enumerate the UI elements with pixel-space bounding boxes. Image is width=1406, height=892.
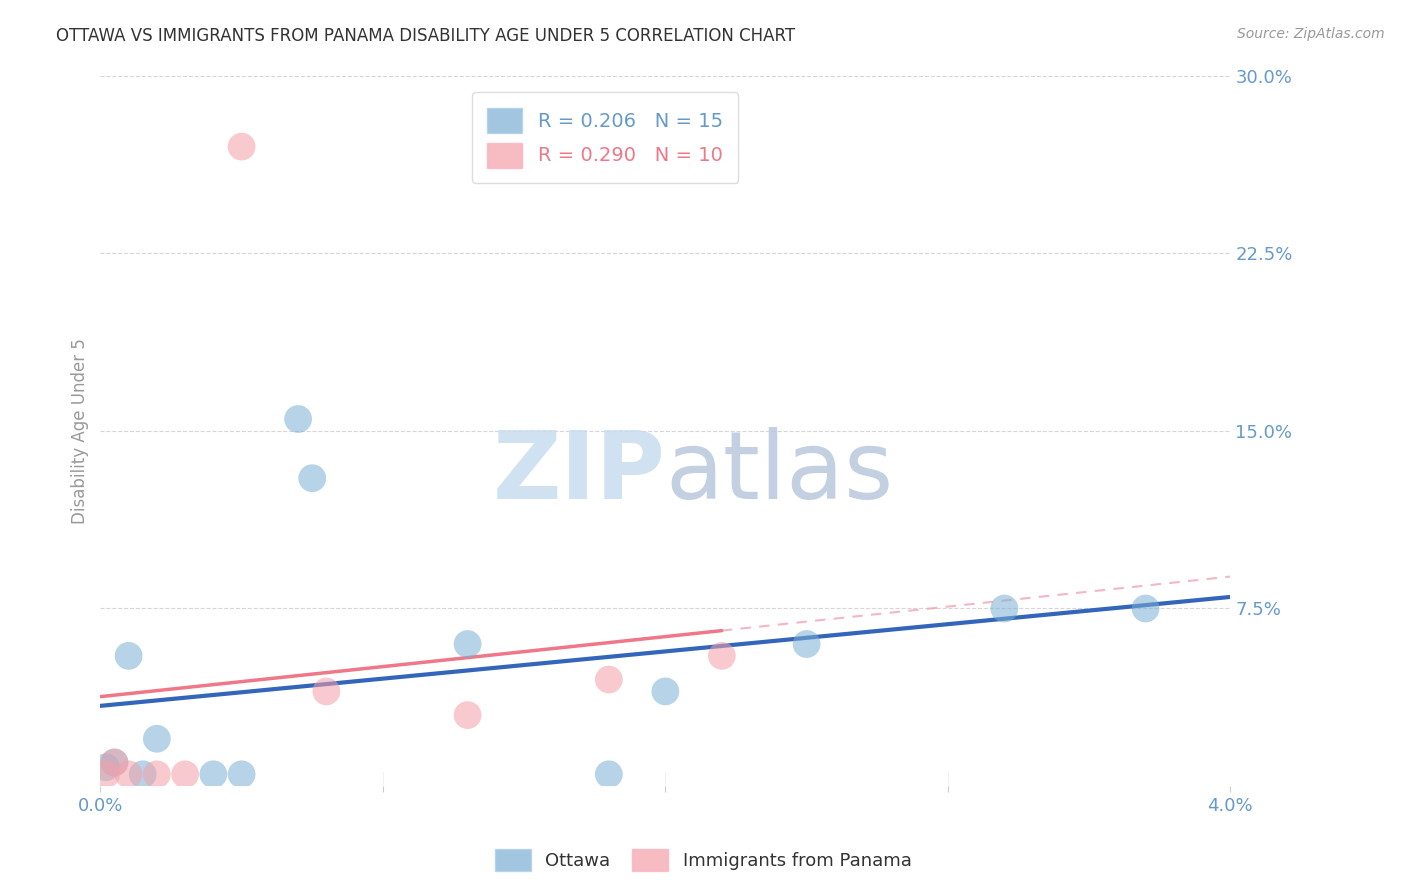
Point — [457, 708, 479, 723]
Point — [146, 731, 169, 746]
Point — [103, 756, 125, 770]
Point — [94, 760, 117, 774]
Point — [796, 637, 818, 651]
Point — [231, 139, 253, 153]
Point — [315, 684, 337, 698]
Point — [598, 767, 620, 781]
Text: Source: ZipAtlas.com: Source: ZipAtlas.com — [1237, 27, 1385, 41]
Point — [132, 767, 155, 781]
Point — [117, 648, 139, 663]
Point — [598, 673, 620, 687]
Point — [993, 601, 1015, 615]
Point — [301, 471, 323, 485]
Point — [654, 684, 676, 698]
Text: OTTAWA VS IMMIGRANTS FROM PANAMA DISABILITY AGE UNDER 5 CORRELATION CHART: OTTAWA VS IMMIGRANTS FROM PANAMA DISABIL… — [56, 27, 796, 45]
Point — [231, 767, 253, 781]
Point — [202, 767, 225, 781]
Text: ZIP: ZIP — [492, 427, 665, 519]
Point — [174, 767, 197, 781]
Y-axis label: Disability Age Under 5: Disability Age Under 5 — [72, 338, 89, 524]
Legend: R = 0.206   N = 15, R = 0.290   N = 10: R = 0.206 N = 15, R = 0.290 N = 10 — [471, 93, 738, 183]
Point — [94, 767, 117, 781]
Text: atlas: atlas — [665, 427, 894, 519]
Point — [710, 648, 733, 663]
Point — [146, 767, 169, 781]
Point — [103, 756, 125, 770]
Legend: Ottawa, Immigrants from Panama: Ottawa, Immigrants from Panama — [488, 842, 918, 879]
Point — [287, 412, 309, 426]
Point — [1135, 601, 1157, 615]
Point — [457, 637, 479, 651]
Point — [117, 767, 139, 781]
